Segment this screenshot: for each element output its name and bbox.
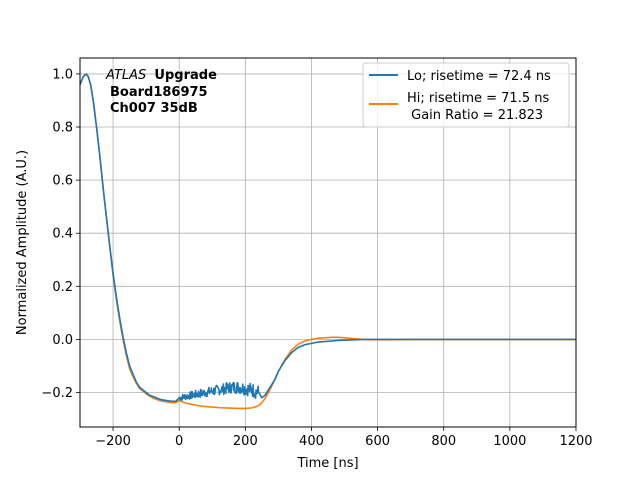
annotation-board: Board186975 [110,85,208,100]
plot-frame [79,57,577,428]
x-tick-label: 400 [299,434,324,449]
x-tick-label: 600 [365,434,390,449]
x-tick-label: 200 [233,434,258,449]
y-tick-label: −0.2 [41,386,73,401]
x-tick-label: 1000 [493,434,526,449]
legend-label-hi-gain: Gain Ratio = 21.823 [407,108,543,123]
x-tick-label: −200 [95,434,131,449]
series-line-lo [79,73,576,403]
atlas-annotation: ATLAS Upgrade Board186975 Ch007 35dB [105,68,217,116]
y-axis-label: Normalized Amplitude (A.U.) [15,150,30,335]
series-group [79,73,576,410]
x-tick-label: 0 [175,434,183,449]
y-tick-label: 0.4 [52,227,73,242]
legend: Lo; risetime = 72.4 ns Hi; risetime = 71… [362,62,570,128]
annotation-italic: ATLAS [105,68,146,83]
x-tick-label: 800 [431,434,456,449]
x-tick-label: 1200 [559,434,592,449]
svg-text:ATLAS Upgrade: ATLAS Upgrade [105,68,217,83]
annotation-bold: Upgrade [154,68,217,83]
y-tick-label: 0.8 [52,121,73,136]
legend-label-hi: Hi; risetime = 71.5 ns [407,91,549,106]
legend-label-lo: Lo; risetime = 72.4 ns [407,69,551,84]
y-tick-label: 1.0 [52,67,73,82]
x-axis-label: Time [ns] [296,456,358,471]
y-tick-label: 0.0 [52,333,73,348]
y-tick-label: 0.6 [52,174,73,189]
annotation-channel: Ch007 35dB [110,101,198,116]
y-tick-label: 0.2 [52,280,73,295]
ticks: −200 0 200 400 600 800 1000 1200 −0.2 0.0 0.2 0.4 0.… [41,67,592,449]
legend-box [362,62,570,128]
